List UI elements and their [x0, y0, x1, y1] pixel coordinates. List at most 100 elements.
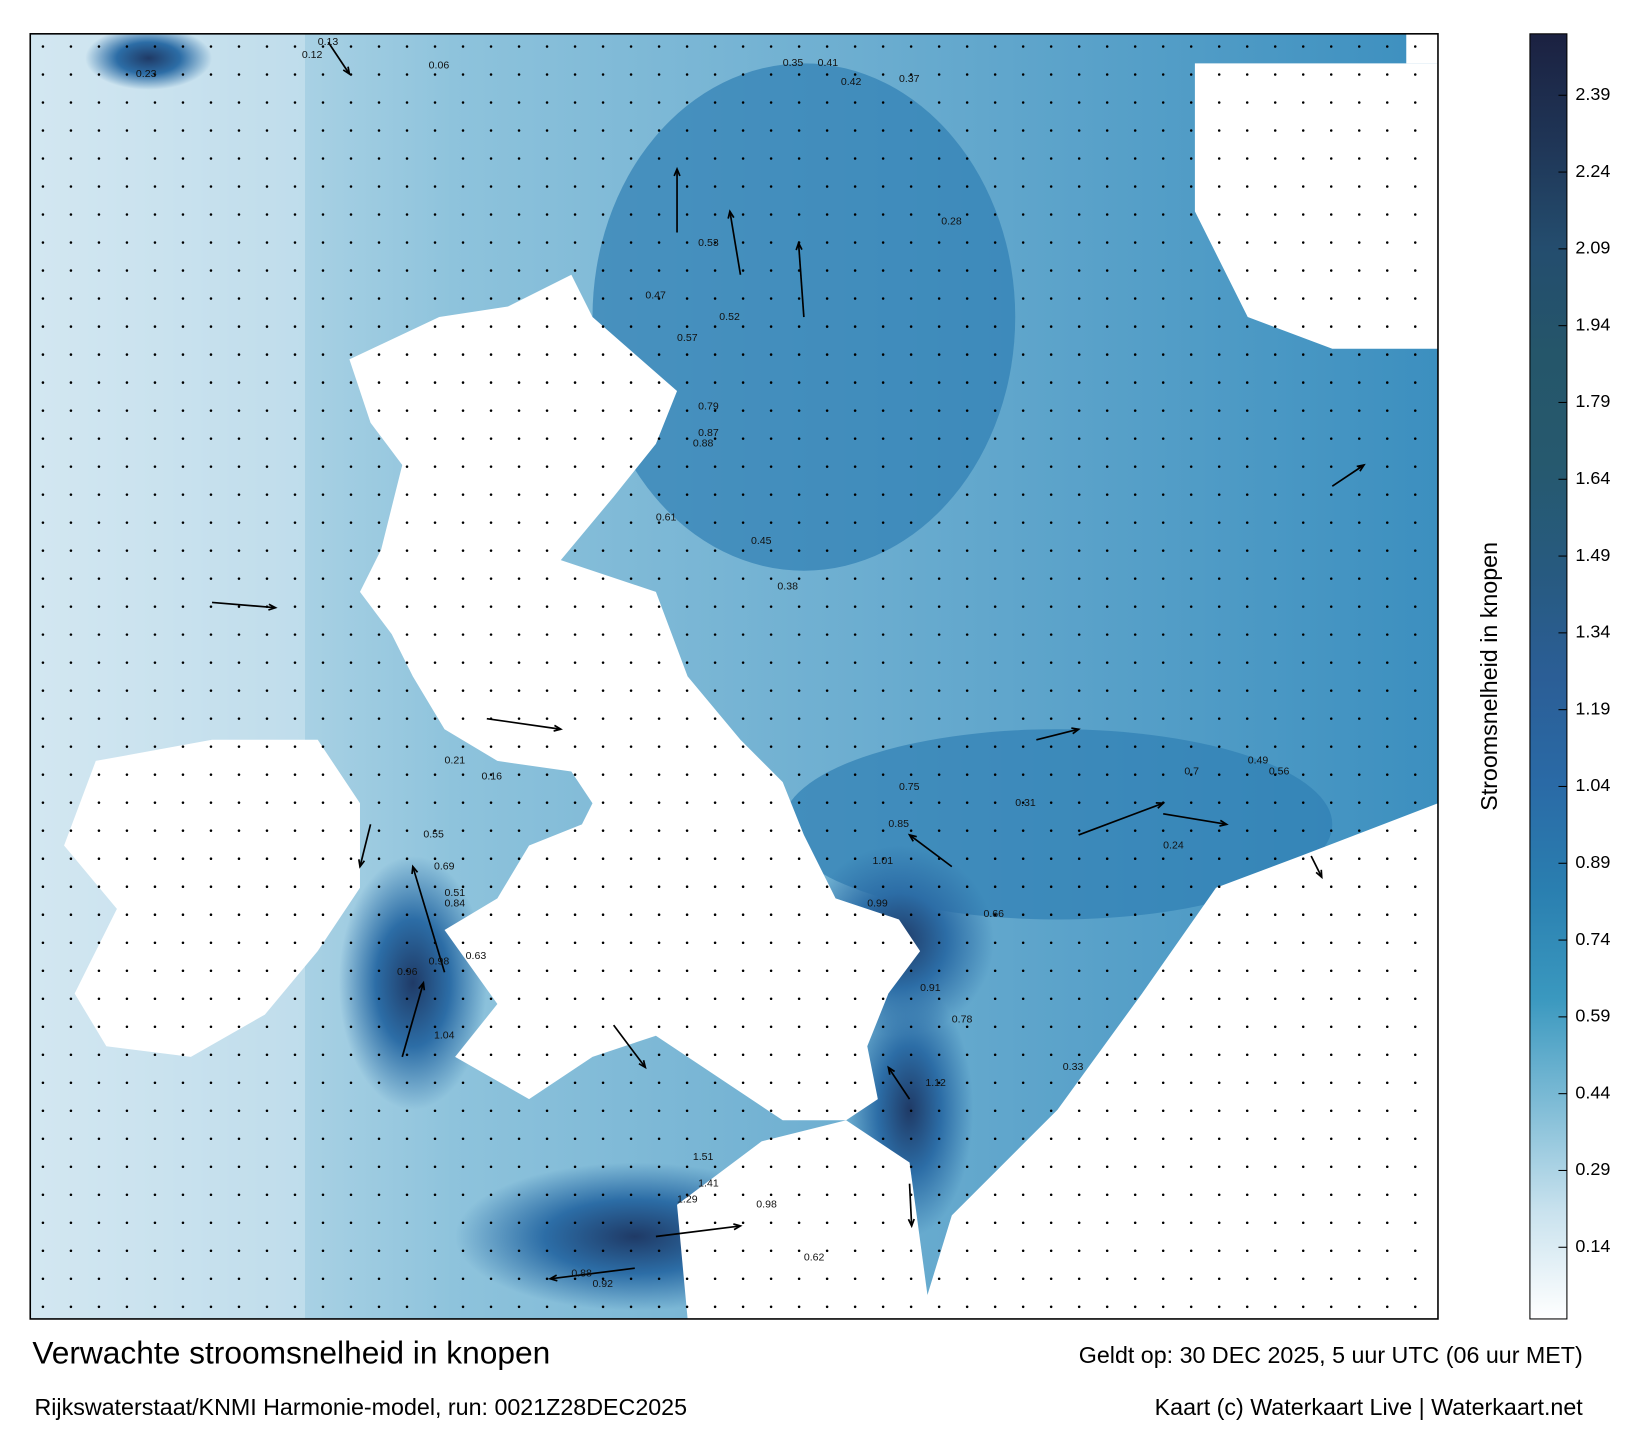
dot: [489, 409, 493, 412]
dot: [321, 773, 325, 776]
dot: [629, 829, 633, 832]
dot: [377, 969, 381, 972]
dot: [881, 745, 885, 748]
dot: [769, 549, 773, 552]
dot: [1357, 353, 1361, 356]
dot: [797, 45, 801, 48]
dot: [1273, 1137, 1277, 1141]
dot: [321, 633, 325, 636]
dot: [685, 241, 689, 244]
dot: [461, 101, 465, 104]
dot: [1189, 465, 1193, 468]
dot: [1217, 857, 1221, 860]
dot: [1357, 1165, 1361, 1169]
dot: [1217, 577, 1221, 580]
dot: [853, 185, 857, 188]
dot: [181, 661, 185, 664]
dot: [741, 325, 745, 328]
dot: [209, 1081, 213, 1085]
dot: [1413, 549, 1417, 552]
dot: [601, 353, 605, 356]
dot: [1245, 45, 1249, 48]
dot: [853, 493, 857, 496]
dot: [1329, 1025, 1333, 1028]
dot: [881, 1109, 885, 1113]
dot: [181, 269, 185, 272]
dot: [1273, 549, 1277, 552]
dot: [1077, 185, 1081, 188]
dot: [69, 745, 73, 748]
dot: [1133, 801, 1137, 804]
dot: [237, 773, 241, 776]
dot: [853, 829, 857, 832]
dot: [237, 689, 241, 692]
dot: [69, 577, 73, 580]
dot: [489, 1305, 493, 1309]
dot: [1273, 885, 1277, 888]
dot: [797, 1165, 801, 1169]
dot: [265, 1277, 269, 1281]
dot: [993, 1277, 997, 1281]
dot: [573, 437, 577, 440]
dot: [41, 941, 45, 944]
dot: [405, 437, 409, 440]
dot: [993, 1165, 997, 1169]
dot: [1077, 73, 1081, 76]
dot: [461, 633, 465, 636]
dot: [1245, 773, 1249, 776]
colorbar-tick-label: 0.89: [1575, 852, 1610, 872]
dot: [545, 1249, 549, 1253]
arrow-head: [548, 1274, 558, 1282]
dot: [153, 213, 157, 216]
dot: [293, 325, 297, 328]
dot: [461, 857, 465, 860]
dot: [153, 549, 157, 552]
dot: [209, 829, 213, 832]
dot: [993, 437, 997, 440]
dot: [573, 633, 577, 636]
dot: [741, 1025, 745, 1028]
dot: [797, 997, 801, 1000]
dot: [713, 353, 717, 356]
dot: [181, 829, 185, 832]
dot: [153, 269, 157, 272]
dot: [853, 409, 857, 412]
dot: [881, 185, 885, 188]
dot: [713, 969, 717, 972]
dot: [573, 493, 577, 496]
dot: [125, 157, 129, 160]
dot: [209, 1109, 213, 1113]
dot: [657, 717, 661, 720]
dot: [769, 353, 773, 356]
dot: [1413, 997, 1417, 1000]
dot: [1385, 1053, 1389, 1057]
dot: [125, 801, 129, 804]
dot: [125, 997, 129, 1000]
dot: [909, 689, 913, 692]
dot: [1329, 381, 1333, 384]
dot: [629, 213, 633, 216]
dot: [545, 913, 549, 916]
current-label: 0.91: [920, 982, 941, 994]
dot: [69, 213, 73, 216]
dot: [1105, 409, 1109, 412]
dot: [461, 1137, 465, 1141]
dot: [41, 829, 45, 832]
dot: [853, 549, 857, 552]
dot: [769, 885, 773, 888]
dot: [1413, 157, 1417, 160]
arrow-head: [733, 1223, 743, 1231]
dot: [601, 213, 605, 216]
dot: [265, 213, 269, 216]
dot: [573, 1109, 577, 1113]
dot: [573, 213, 577, 216]
dot: [517, 941, 521, 944]
dot: [97, 465, 101, 468]
dot: [181, 297, 185, 300]
dot: [909, 717, 913, 720]
dot: [1189, 213, 1193, 216]
dot: [573, 661, 577, 664]
dot: [433, 73, 437, 76]
dot: [1217, 913, 1221, 916]
dot: [1077, 521, 1081, 524]
